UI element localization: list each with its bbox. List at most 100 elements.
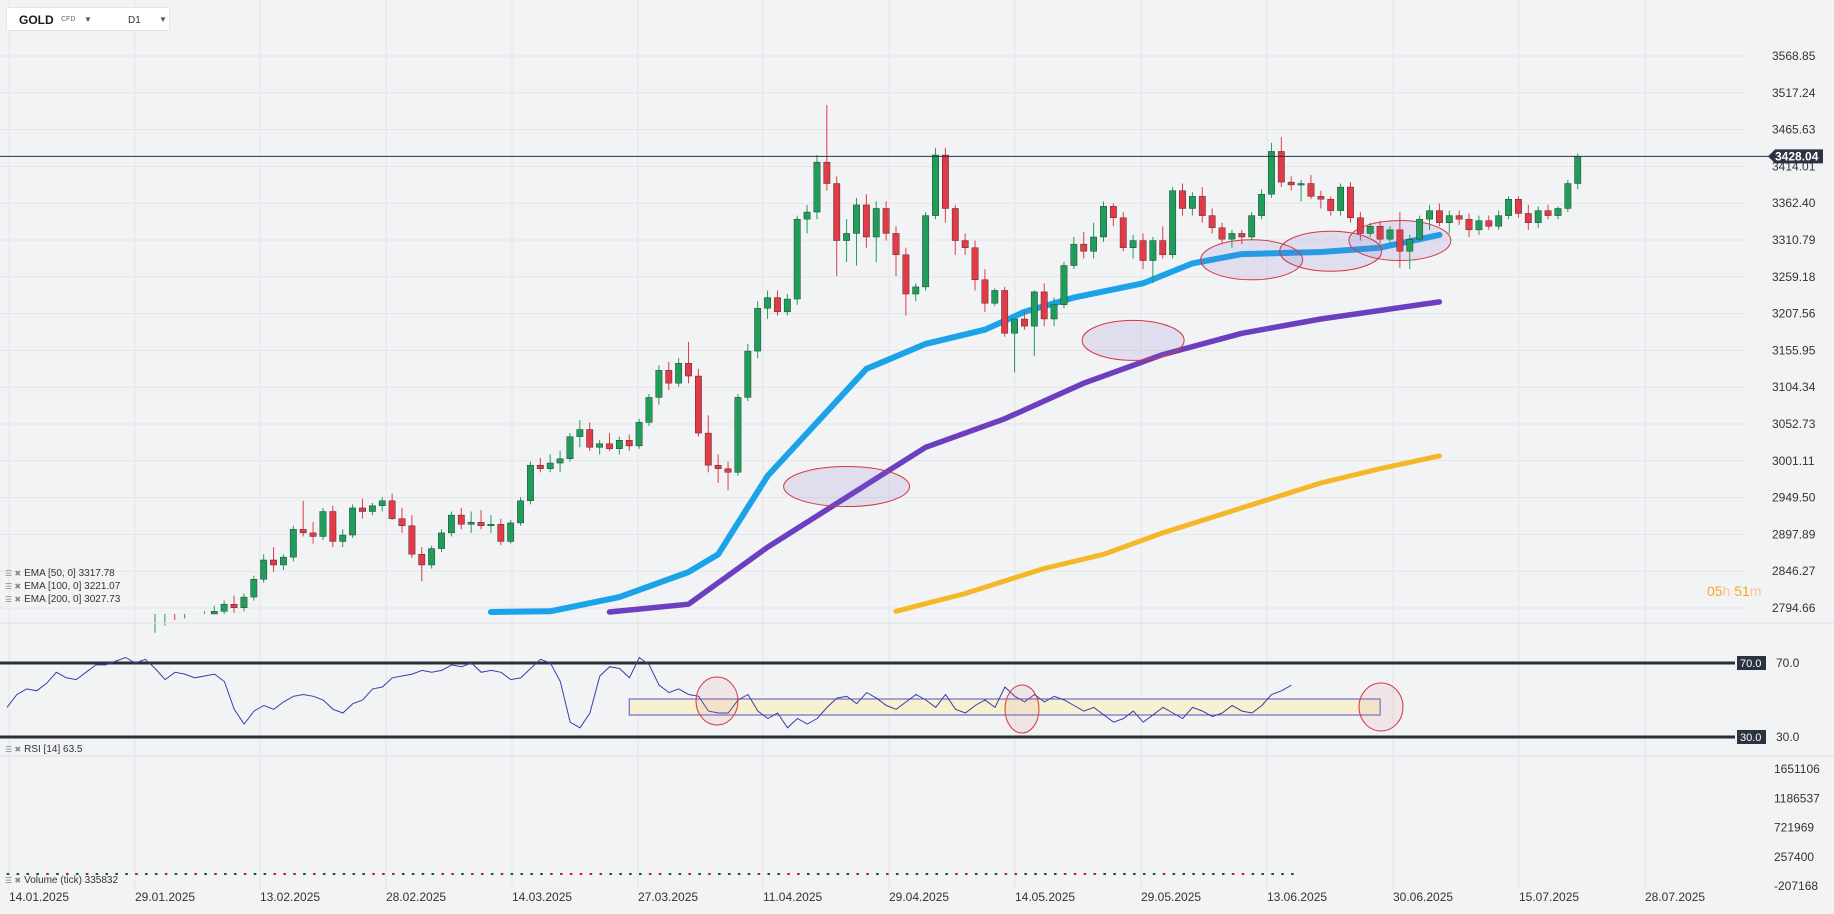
legend-rsi[interactable]: ☰ ✖ RSI [14] 63.5 [5,744,82,755]
candle-body [319,511,327,537]
candle-body [1327,199,1335,211]
candle-body [230,603,238,608]
legend-volume[interactable]: ☰ ✖ Volume (tick) 335832 [5,875,118,886]
legend-rsi-text: RSI [14] 63.5 [24,744,83,755]
candle-body [546,462,554,469]
candle-body [408,525,416,555]
candle-body [517,500,524,524]
candle-body [1179,190,1186,209]
candle-body [922,215,930,288]
candle-body [872,208,880,238]
candle-body [942,154,949,209]
x-axis-date-label: 14.01.2025 [9,890,69,904]
candle-body [615,440,623,449]
candle-body [398,518,406,526]
candle-body [724,468,732,473]
candle-body [1040,291,1048,320]
countdown-hours-unit: h [1722,583,1731,599]
candle-body [1119,217,1127,248]
candle-body [260,559,268,580]
legend-settings-icon[interactable]: ☰ ✖ [5,876,22,885]
candle-body [645,397,653,423]
timeframe-dropdown-caret-icon[interactable]: ▼ [159,15,167,24]
legend-settings-icon[interactable]: ☰ ✖ [5,582,22,591]
rsi-level-tag [1737,730,1766,744]
support-highlight-ellipse [1279,230,1383,272]
candle-body [764,297,771,309]
candle-body [566,436,574,459]
candle-body [793,218,801,300]
candle-body [803,211,811,220]
legend-settings-icon[interactable]: ☰ ✖ [5,595,22,604]
candle-body [981,279,989,304]
candle-body [586,429,594,448]
candle-body [349,507,356,536]
legend-ema50-text: EMA [50, 0] 3317.78 [24,568,115,579]
price-axis-tick: 3568.85 [1772,49,1816,63]
candle-body [477,521,485,526]
legend-ema50[interactable]: ☰ ✖ EMA [50, 0] 3317.78 [5,568,115,579]
price-axis-tick: 3104.34 [1772,380,1816,394]
candle-body [774,297,781,313]
candle-body [655,370,663,398]
candle-body [299,529,307,534]
ema-line-50 [487,231,1443,615]
timeframe-label: D1 [128,15,141,26]
candle-body [1248,215,1256,238]
candle-body [1544,210,1552,216]
candle-body [1188,196,1196,209]
candle-body [1495,215,1503,227]
candle-body [418,554,426,566]
candle-body [912,286,920,295]
legend-settings-icon[interactable]: ☰ ✖ [5,745,22,754]
candle-body [1258,194,1265,216]
candle-body [270,559,277,566]
price-axis-tick: 2949.50 [1772,491,1816,505]
candle-body [695,375,702,434]
rsi-axis-tick: 70.0 [1776,656,1800,670]
legend-settings-icon[interactable]: ☰ ✖ [5,569,22,578]
last-price-label: 3428.04 [1775,149,1819,163]
price-axis-tick: 3052.73 [1772,417,1816,431]
legend-volume-text: Volume (tick) 335832 [24,875,119,886]
candle-body [1416,218,1424,240]
candle-body [1455,215,1463,220]
candle-body [596,443,604,448]
x-axis-date-label: 29.05.2025 [1141,890,1201,904]
x-axis-date-label: 29.04.2025 [889,890,949,904]
price-axis-tick: 3001.11 [1772,454,1815,468]
candle-body [1317,196,1325,200]
legend-ema100[interactable]: ☰ ✖ EMA [100, 0] 3221.07 [5,581,120,592]
legend-ema200[interactable]: ☰ ✖ EMA [200, 0] 3027.73 [5,594,120,605]
candle-body [1366,226,1374,234]
candle-body [1515,199,1522,214]
candle-body [556,458,564,464]
candle-body [388,500,396,519]
candle-body [833,183,841,241]
candle-body [1080,243,1088,252]
candle-body [606,443,613,449]
rsi-line [6,656,1292,729]
candle-body [1435,210,1443,223]
legend-ema200-text: EMA [200, 0] 3027.73 [24,594,121,605]
volume-axis-tick: 257400 [1774,850,1814,864]
candle-body [1376,226,1384,240]
candle-body [1307,183,1315,197]
ema-line-100 [606,299,1443,615]
last-price-tag [1768,149,1823,164]
price-axis-tick: 2897.89 [1772,527,1816,541]
price-axis-tick: 3362.40 [1772,196,1816,210]
countdown-minutes-unit: m [1749,583,1762,599]
candle-body [1030,291,1038,327]
candle-body [1406,238,1414,252]
candle-body [1228,233,1236,240]
symbol-dropdown-caret-icon[interactable]: ▼ [84,15,92,24]
symbol-type: CFD [61,16,76,23]
candle-body [428,548,436,566]
symbol-selector[interactable]: GOLD CFD ▼ D1 ▼ [6,7,170,31]
candle-body [1534,210,1542,223]
candle-body [1129,240,1137,248]
candle-body [1001,290,1009,334]
